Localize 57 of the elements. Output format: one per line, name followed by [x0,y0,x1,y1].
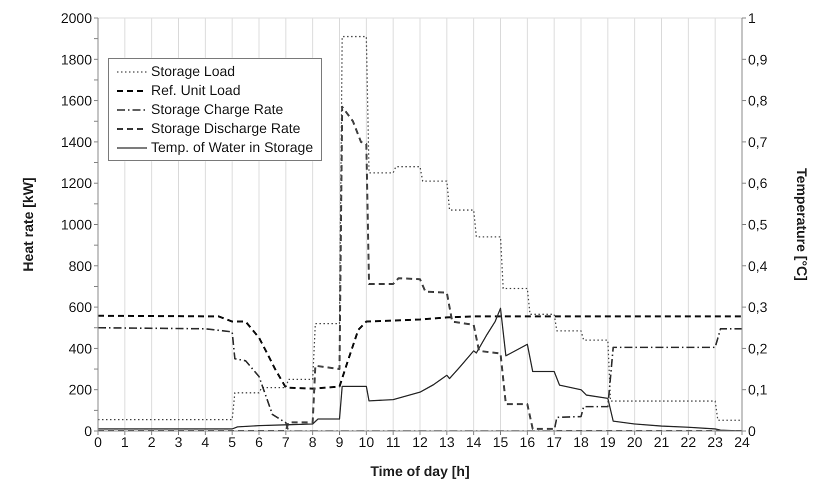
x-tick-label: 5 [228,434,236,450]
x-tick-label: 18 [573,434,589,450]
x-tick-label: 17 [546,434,562,450]
y-tick-label: 1200 [60,175,92,192]
y-tick-label: 200 [68,382,92,398]
x-tick-label: 14 [466,434,482,450]
line-series [98,314,742,390]
y-tick-label: 400 [68,340,92,356]
y2-tick-label: 0,6 [748,175,768,192]
x-tick-label: 9 [336,434,344,450]
y2-tick-label: 0,1 [748,382,768,398]
legend-label: Ref. Unit Load [151,81,240,100]
y-tick-label: 1800 [60,51,92,68]
x-tick-label: 10 [358,434,374,450]
x-tick-label: 20 [626,434,643,450]
x-tick-label: 24 [734,434,750,450]
y2-tick-label: 0,3 [748,299,768,316]
y-tick-label: 1000 [60,216,92,232]
x-tick-label: 8 [308,434,317,450]
y-axis-title: Heat rate [kW] [20,177,36,272]
x-tick-label: 6 [255,434,264,450]
y2-tick-label: 0,2 [748,340,768,356]
x-tick-label: 22 [680,434,696,450]
y-tick-label: 600 [68,299,92,316]
x-tick-label: 1 [120,434,129,450]
legend-label: Storage Charge Rate [151,100,284,119]
x-tick-label: 7 [282,434,290,450]
x-tick-label: 16 [520,434,536,450]
y-tick-label: 1400 [60,134,92,150]
y2-tick-label: 0,9 [748,51,768,68]
line-series [98,36,742,421]
x-tick-label: 15 [492,434,508,450]
y-tick-label: 2000 [60,10,92,26]
legend-label: Storage Discharge Rate [151,119,300,138]
y2-tick-label: 0,5 [748,216,768,232]
x-tick-label: 12 [412,434,428,450]
y2-tick-label: 0,8 [748,92,768,109]
y2-tick-label: 0,7 [748,134,768,150]
x-tick-label: 3 [174,434,183,450]
x-tick-label: 0 [94,434,102,450]
legend-label: Storage Load [151,62,236,81]
x-tick-label: 2 [148,434,156,450]
x-tick-label: 19 [600,434,616,450]
y2-tick-label: 0,4 [748,258,768,274]
y2-tick-label: 0 [748,422,756,439]
x-tick-label: 4 [201,434,210,450]
y-tick-label: 800 [68,258,92,274]
x-axis-title: Time of day [h] [370,463,470,479]
x-tick-label: 11 [386,434,401,450]
x-tick-label: 23 [707,434,724,450]
x-tick-label: 13 [439,434,455,450]
y-tick-label: 1600 [60,92,92,109]
y-tick-label: 0 [84,422,92,439]
legend-label: Temp. of Water in Storage [151,138,314,157]
y2-axis-title: Temperature [°C] [794,168,810,281]
y2-tick-label: 1 [748,10,756,26]
x-tick-label: 21 [654,434,670,450]
